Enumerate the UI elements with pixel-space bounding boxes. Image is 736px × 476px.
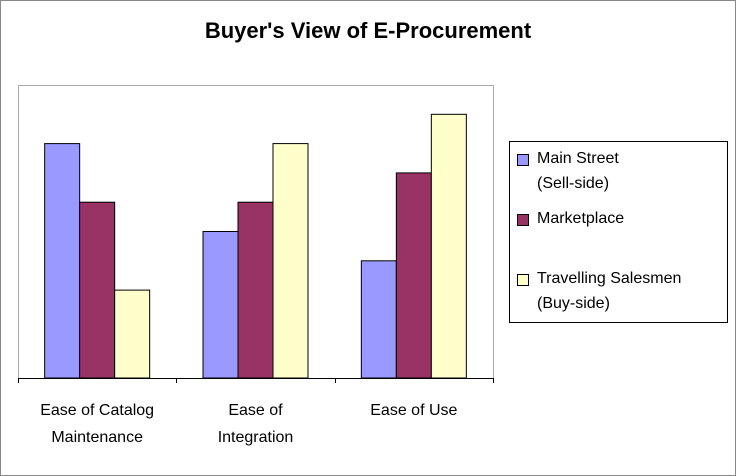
bar: [237, 201, 274, 379]
bar: [79, 201, 116, 379]
bar: [272, 143, 309, 379]
legend-swatch: [517, 274, 529, 286]
legend-swatch: [517, 154, 529, 166]
legend-label: Marketplace: [537, 210, 625, 227]
x-tick-label: Ease of Use: [370, 402, 458, 419]
bar: [202, 231, 239, 379]
bar: [395, 172, 432, 379]
bar: [44, 143, 81, 379]
legend-label: Travelling Salesmen (Buy-side): [537, 270, 682, 312]
legend-label: Main Street (Sell-side): [537, 150, 619, 192]
bar: [360, 260, 397, 379]
legend-swatch: [517, 214, 529, 226]
x-tick-label: Ease of Integration: [217, 402, 294, 446]
x-tick-label: Ease of Catalog Maintenance: [40, 402, 155, 446]
bar: [430, 113, 467, 379]
chart-title: Buyer's View of E-Procurement: [204, 18, 532, 43]
legend-box: [509, 141, 728, 323]
bar: [114, 289, 151, 379]
